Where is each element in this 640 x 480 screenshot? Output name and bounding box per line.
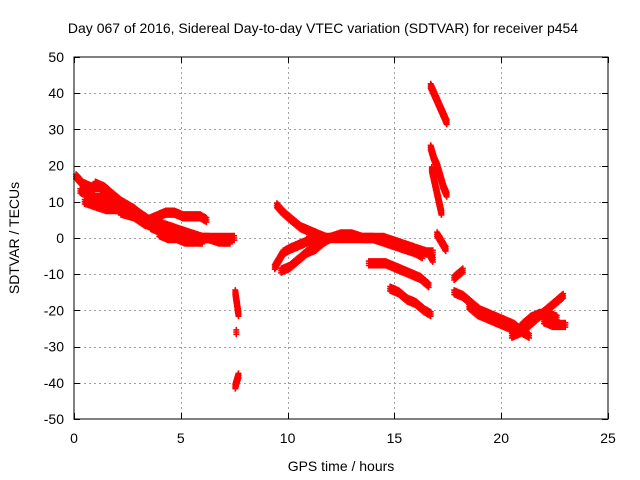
y-tick-label: 0: [56, 230, 64, 246]
y-tick-label: -50: [44, 411, 64, 427]
y-axis-label: SDTVAR / TECUs: [6, 182, 22, 294]
data-point-markers: [92, 178, 131, 211]
y-tick-label: -20: [44, 302, 64, 318]
series-arc-09: [156, 229, 206, 247]
x-tick-label: 5: [177, 430, 185, 446]
y-tick-label: -30: [44, 339, 64, 355]
data-point-markers: [233, 326, 240, 338]
y-tick-label: 10: [48, 194, 64, 210]
data-point-markers: [145, 207, 210, 226]
series-arc-21: [427, 142, 450, 200]
y-tick-label: -10: [44, 266, 64, 282]
series-arc-25: [451, 265, 466, 283]
series-arc-22: [428, 164, 445, 218]
data-point-markers: [327, 229, 436, 258]
data-point-markers: [519, 308, 560, 331]
data-point-markers: [156, 229, 206, 247]
series-arc-07: [145, 207, 210, 226]
series-arc-18: [365, 258, 432, 291]
x-tick-label: 15: [387, 430, 403, 446]
tick-layer: 0 5 10 15 20 25 -50 -40 -30 -20 -10 0 10 20 30 40 50: [44, 49, 616, 446]
y-tick-label: -40: [44, 375, 64, 391]
series-arc-13: [271, 232, 327, 273]
data-point-markers: [271, 232, 327, 273]
data-point-markers: [278, 232, 334, 276]
chart-title: Day 067 of 2016, Sidereal Day-to-day VTE…: [68, 20, 578, 36]
series-arc-04: [92, 178, 131, 211]
series-arc-23: [427, 250, 436, 265]
series-arc-10: [232, 287, 242, 320]
x-tick-label: 25: [600, 430, 616, 446]
data-point-markers: [428, 164, 445, 218]
series-arc-27: [466, 301, 524, 334]
data-point-markers: [427, 142, 450, 200]
x-tick-label: 10: [280, 430, 296, 446]
x-axis-label: GPS time / hours: [288, 458, 395, 474]
y-tick-label: 30: [48, 121, 64, 137]
y-tick-label: 50: [48, 49, 64, 65]
data-point-markers: [81, 196, 131, 218]
x-tick-label: 20: [493, 430, 509, 446]
series-arc-19: [387, 283, 434, 320]
data-point-markers: [427, 250, 436, 265]
data-point-markers: [451, 265, 466, 283]
grid-layer: [74, 57, 608, 419]
plot-border: [73, 56, 609, 420]
series-arc-03: [81, 196, 131, 218]
data-point-markers: [466, 301, 524, 334]
series-arc-17: [327, 229, 436, 258]
data-layer: [73, 80, 569, 392]
series-arc-12: [232, 370, 242, 392]
data-point-markers: [232, 370, 242, 392]
series-arc-24: [434, 229, 449, 255]
data-point-markers: [232, 287, 242, 320]
data-point-markers: [365, 258, 432, 291]
data-point-markers: [387, 283, 434, 320]
data-point-markers: [540, 316, 569, 331]
series-arc-11: [233, 326, 240, 338]
data-point-markers: [427, 80, 450, 128]
series-arc-30: [540, 316, 569, 331]
data-point-markers: [434, 229, 449, 255]
series-arc-14: [278, 232, 334, 276]
x-tick-label: 0: [70, 430, 78, 446]
y-tick-label: 20: [48, 158, 64, 174]
series-arc-29: [519, 308, 560, 331]
series-arc-20: [427, 80, 450, 128]
y-tick-label: 40: [48, 85, 64, 101]
